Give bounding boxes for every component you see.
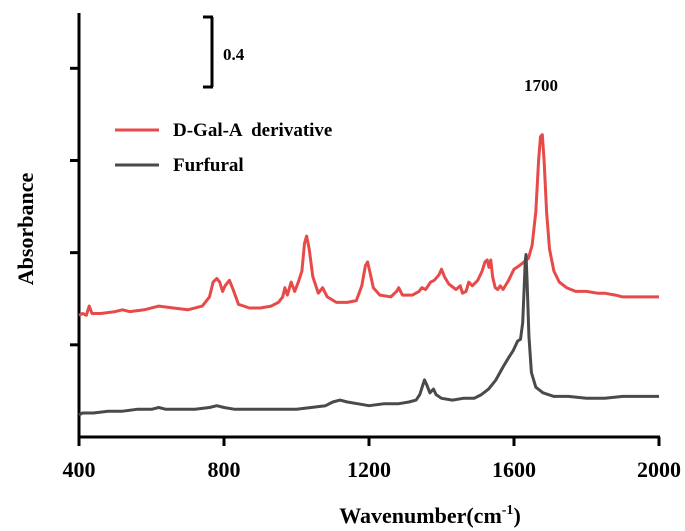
series-layer	[78, 133, 659, 417]
series-line-derivative	[78, 133, 659, 317]
peak-annotation-label: 1700	[524, 76, 558, 95]
x-axis-label: Wavenumber(cm-1)	[339, 503, 521, 528]
legend-label-furfural: Furfural	[173, 155, 244, 176]
x-axis-label-superscript: -1	[502, 503, 514, 518]
x-tick-label-1200: 1200	[347, 457, 391, 482]
series-line-furfural	[78, 253, 659, 417]
scale-bar-label: 0.4	[223, 45, 245, 64]
legend-label-derivative: D-Gal-A derivative	[173, 120, 332, 141]
x-axis-label-main: Wavenumber(cm	[339, 503, 502, 528]
x-tick-label-2000: 2000	[637, 457, 681, 482]
x-tick-label-1600: 1600	[492, 457, 536, 482]
y-axis-label: Absorbance	[13, 173, 38, 286]
x-tick-label-800: 800	[208, 457, 241, 482]
x-tick-label-400: 400	[63, 457, 96, 482]
x-axis-label-close: )	[513, 503, 520, 528]
y-ticks	[70, 66, 79, 347]
scale-bar: 0.4	[203, 15, 245, 89]
legend: D-Gal-A derivative Furfural	[115, 120, 332, 176]
x-ticks: 400 800 1200 1600 2000	[63, 437, 681, 482]
